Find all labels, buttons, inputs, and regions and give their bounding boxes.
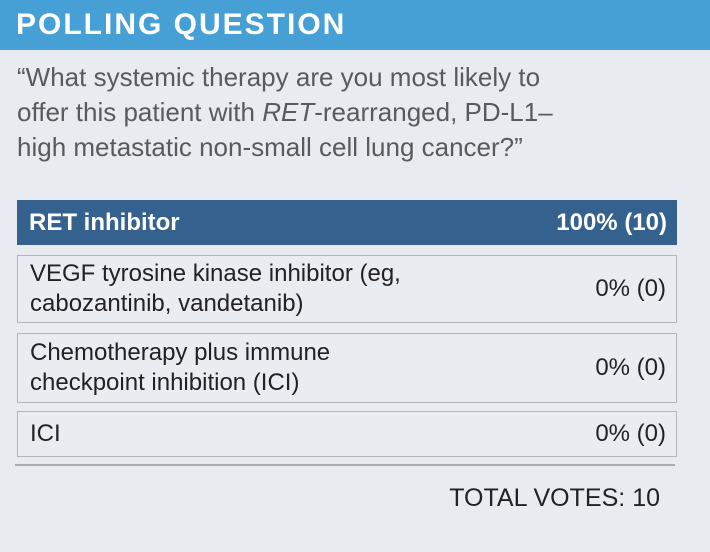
poll-option-vegf-tki[interactable]: VEGF tyrosine kinase inhibitor (eg, cabo… <box>17 255 677 323</box>
option-label: Chemotherapy plus immune checkpoint inhi… <box>30 339 331 396</box>
option-result: 100% (10) <box>556 208 667 236</box>
option-label: ICI <box>30 420 61 447</box>
poll-option-chemo-ici[interactable]: Chemotherapy plus immune checkpoint inhi… <box>17 333 677 403</box>
polling-title: POLLING QUESTION <box>16 8 347 41</box>
total-votes-label: TOTAL VOTES: <box>449 484 626 512</box>
option-result: 0% (0) <box>595 354 666 381</box>
poll-option-ici[interactable]: ICI 0% (0) <box>17 411 677 457</box>
question-text: “What systemic therapy are you most like… <box>17 60 592 165</box>
results-divider <box>15 464 675 466</box>
option-result: 0% (0) <box>595 275 666 302</box>
option-label: RET inhibitor <box>29 208 180 236</box>
option-label: VEGF tyrosine kinase inhibitor (eg, cabo… <box>30 260 401 317</box>
question-prefix: “What systemic therapy are you most like… <box>17 62 541 127</box>
polling-header: POLLING QUESTION <box>0 0 710 50</box>
question-gene-name: RET <box>262 97 315 127</box>
question-suffix: -rearranged, PD-L1–high metastatic non-s… <box>17 97 553 162</box>
total-votes: TOTAL VOTES: 10 <box>449 484 660 513</box>
poll-option-ret-inhibitor[interactable]: RET inhibitor 100% (10) <box>17 200 677 245</box>
option-result: 0% (0) <box>595 420 666 447</box>
total-votes-value: 10 <box>632 484 660 512</box>
